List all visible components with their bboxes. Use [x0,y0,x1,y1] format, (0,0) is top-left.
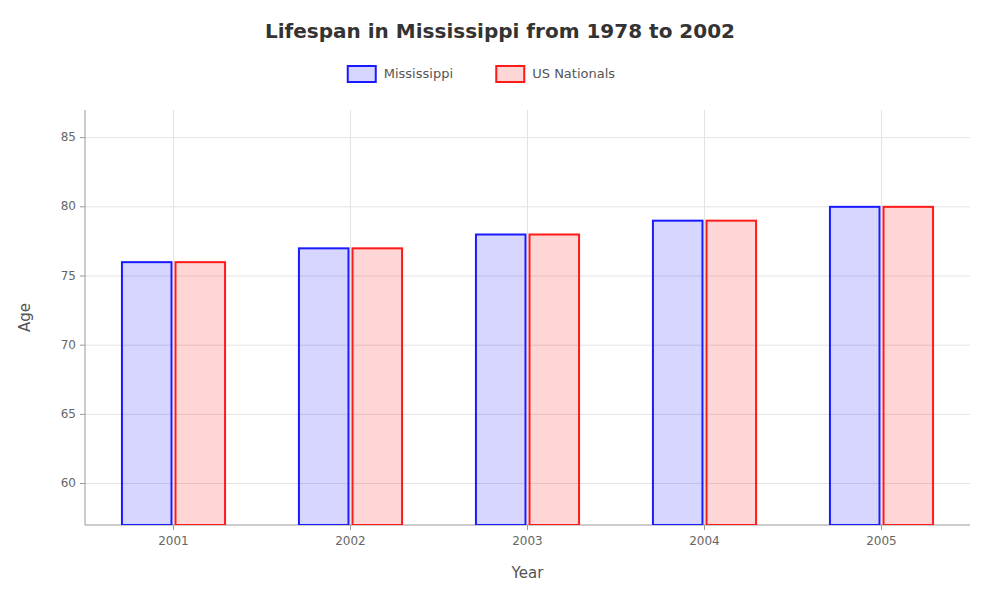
x-tick [173,525,174,530]
y-tick-label: 65 [61,407,76,421]
x-tick [704,525,705,530]
chart-container: 60 65 70 75 80 85 2001 2002 2003 2004 2005 Lifespan… [0,0,1000,600]
y-tick [80,414,85,415]
bar [353,248,403,525]
bar [530,235,580,526]
chart-svg: 60 65 70 75 80 85 2001 2002 2003 2004 2005 Lifespan… [0,0,1000,600]
bar [476,235,526,526]
bars [122,207,933,525]
legend-swatch [348,66,376,82]
x-tick-label: 2001 [158,534,189,548]
y-axis-label: Age [16,303,34,332]
legend-swatch [496,66,524,82]
y-tick-label: 70 [61,338,76,352]
x-grid-line [527,110,528,525]
x-tick [350,525,351,530]
legend: Mississippi US Nationals [348,66,616,83]
x-grid-line [350,110,351,525]
x-grid-line [881,110,882,525]
x-grid-line [704,110,705,525]
y-tick [80,276,85,277]
y-tick [80,483,85,484]
y-tick [80,345,85,346]
y-tick-label: 60 [61,476,76,490]
x-tick [527,525,528,530]
bar [299,248,349,525]
x-tick-label: 2002 [335,534,366,548]
y-tick-label: 80 [61,199,76,213]
x-grid-line [173,110,174,525]
x-tick-label: 2005 [866,534,897,548]
x-tick-label: 2003 [512,534,543,548]
y-tick-label: 75 [61,269,76,283]
bar [176,262,226,525]
legend-label: US Nationals [532,66,615,81]
y-tick [80,206,85,207]
x-tick-label: 2004 [689,534,720,548]
bar [707,221,757,525]
legend-label: Mississippi [384,66,453,81]
y-tick-label: 85 [61,130,76,144]
bar [884,207,934,525]
bar [653,221,703,525]
title: Lifespan in Mississippi from 1978 to 200… [265,19,735,43]
x-axis-label: Year [511,564,545,582]
x-tick [881,525,882,530]
bar [122,262,172,525]
background [0,0,1000,600]
bar [830,207,880,525]
y-axis-line [85,110,86,525]
y-tick [80,137,85,138]
